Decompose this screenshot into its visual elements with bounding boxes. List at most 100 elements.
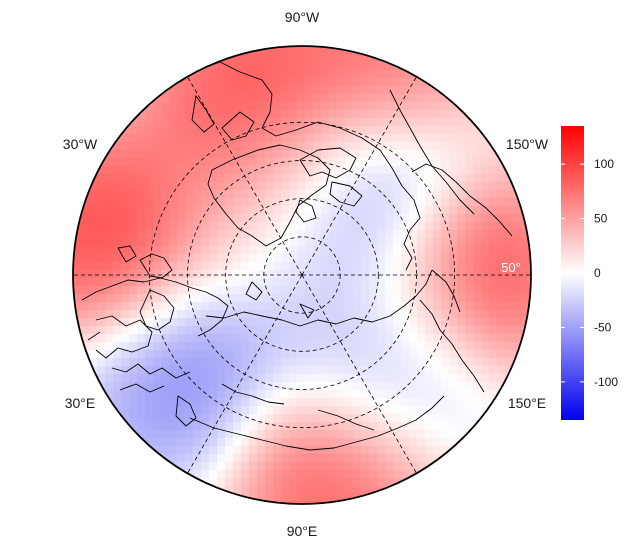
field-cell [233, 182, 242, 191]
field-cell [425, 134, 434, 143]
field-cell [233, 454, 242, 463]
field-cell [169, 230, 178, 239]
field-cell [185, 214, 194, 223]
field-cell [201, 102, 210, 111]
field-cell [321, 398, 330, 407]
field-cell [425, 366, 434, 375]
field-cell [489, 382, 498, 391]
field-cell [81, 214, 90, 223]
field-cell [377, 158, 386, 167]
field-cell [289, 62, 298, 71]
field-cell [233, 390, 242, 399]
field-cell [385, 182, 394, 191]
field-cell [513, 174, 522, 183]
field-cell [289, 318, 298, 327]
field-cell [425, 190, 434, 199]
field-cell [281, 54, 290, 63]
field-cell [305, 238, 314, 247]
field-cell [401, 214, 410, 223]
field-cell [521, 246, 530, 255]
field-cell [185, 270, 194, 279]
field-cell [105, 390, 114, 399]
field-cell [209, 454, 218, 463]
field-cell [289, 126, 298, 135]
field-cell [473, 390, 482, 399]
field-cell [129, 366, 138, 375]
field-cell [321, 190, 330, 199]
field-cell [425, 222, 434, 231]
field-cell [385, 230, 394, 239]
field-cell [129, 390, 138, 399]
field-cell [209, 310, 218, 319]
field-cell [465, 398, 474, 407]
field-cell [193, 254, 202, 263]
field-cell [433, 326, 442, 335]
field-cell [377, 310, 386, 319]
field-cell [201, 422, 210, 431]
field-cell [209, 54, 218, 63]
field-cell [257, 334, 266, 343]
field-cell [201, 350, 210, 359]
field-cell [345, 78, 354, 87]
field-cell [353, 294, 362, 303]
field-cell [321, 134, 330, 143]
field-cell [433, 174, 442, 183]
field-cell [137, 118, 146, 127]
field-cell [465, 134, 474, 143]
field-cell [241, 94, 250, 103]
field-cell [289, 350, 298, 359]
field-cell [305, 46, 314, 55]
field-cell [513, 366, 522, 375]
field-cell [257, 462, 266, 471]
field-cell [369, 478, 378, 487]
field-cell [401, 398, 410, 407]
field-cell [273, 262, 282, 271]
field-cell [305, 406, 314, 415]
field-cell [97, 374, 106, 383]
field-cell [145, 126, 154, 135]
field-cell [305, 70, 314, 79]
field-cell [457, 358, 466, 367]
field-cell [425, 334, 434, 343]
field-cell [185, 454, 194, 463]
field-cell [409, 398, 418, 407]
field-cell [273, 246, 282, 255]
field-cell [321, 206, 330, 215]
field-cell [329, 438, 338, 447]
field-cell [401, 302, 410, 311]
field-cell [137, 110, 146, 119]
field-cell [161, 102, 170, 111]
field-cell [233, 446, 242, 455]
field-cell [201, 86, 210, 95]
field-cell [137, 414, 146, 423]
field-cell [385, 350, 394, 359]
field-cell [353, 246, 362, 255]
field-cell [225, 134, 234, 143]
field-cell [417, 206, 426, 215]
field-cell [105, 358, 114, 367]
field-cell [393, 326, 402, 335]
field-cell [201, 150, 210, 159]
field-cell [329, 326, 338, 335]
field-cell [193, 110, 202, 119]
field-cell [209, 70, 218, 79]
field-cell [329, 238, 338, 247]
field-cell [377, 366, 386, 375]
field-cell [369, 134, 378, 143]
field-cell [401, 254, 410, 263]
field-cell [425, 414, 434, 423]
field-cell [481, 214, 490, 223]
field-cell [217, 70, 226, 79]
field-cell [345, 302, 354, 311]
field-cell [161, 414, 170, 423]
field-cell [497, 182, 506, 191]
field-cell [337, 398, 346, 407]
field-cell [457, 182, 466, 191]
field-cell [281, 102, 290, 111]
field-cell [273, 446, 282, 455]
field-cell [241, 462, 250, 471]
field-cell [145, 334, 154, 343]
field-cell [345, 238, 354, 247]
field-cell [369, 246, 378, 255]
field-cell [489, 358, 498, 367]
